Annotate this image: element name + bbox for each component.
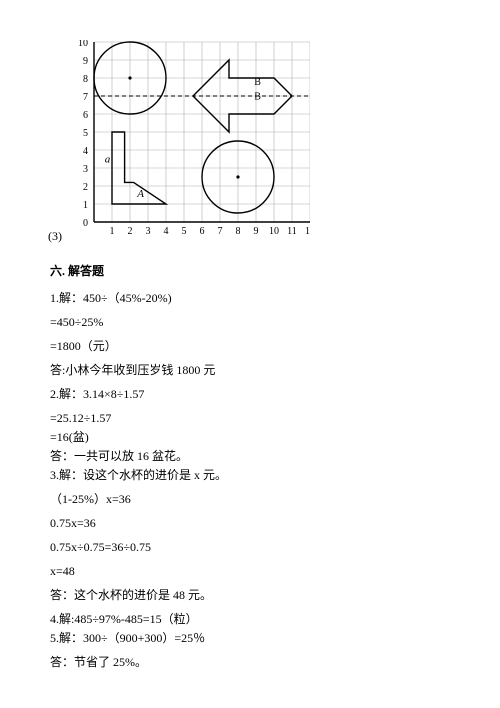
svg-text:6: 6 bbox=[83, 110, 88, 121]
svg-text:3: 3 bbox=[83, 164, 88, 175]
svg-text:1: 1 bbox=[83, 200, 88, 211]
svg-text:10: 10 bbox=[78, 40, 88, 49]
solution-line: 2.解：3.14×8÷1.57 bbox=[50, 385, 450, 403]
svg-text:5: 5 bbox=[83, 128, 88, 139]
solution-line: （1-25%）x=36 bbox=[50, 490, 450, 508]
tight-group: 4.解:485÷97%-485=15（粒） 5.解：300÷（900+300）=… bbox=[50, 610, 450, 647]
solution-line: 0.75x÷0.75=36÷0.75 bbox=[50, 538, 450, 556]
svg-text:1: 1 bbox=[110, 226, 115, 237]
svg-text:2: 2 bbox=[83, 182, 88, 193]
svg-text:9: 9 bbox=[254, 226, 259, 237]
svg-text:8: 8 bbox=[236, 226, 241, 237]
tight-group: =25.12÷1.57 =16(盆) 答：一共可以放 16 盆花。 3.解：设这… bbox=[50, 409, 450, 484]
svg-text:6: 6 bbox=[200, 226, 205, 237]
solution-line: 3.解：设这个水杯的进价是 x 元。 bbox=[50, 466, 450, 484]
grid-figure: 123456789101112012345678910AaBB bbox=[70, 40, 310, 240]
solution-line: =16(盆) bbox=[50, 428, 450, 446]
svg-text:A: A bbox=[136, 188, 144, 200]
solution-line: =450÷25% bbox=[50, 313, 450, 331]
solution-line: 答：一共可以放 16 盆花。 bbox=[50, 447, 450, 465]
solution-line: 4.解:485÷97%-485=15（粒） bbox=[50, 610, 450, 628]
svg-text:7: 7 bbox=[83, 92, 88, 103]
solution-line: 0.75x=36 bbox=[50, 514, 450, 532]
svg-text:10: 10 bbox=[269, 226, 279, 237]
solution-line: 答：这个水杯的进价是 48 元。 bbox=[50, 586, 450, 604]
svg-text:7: 7 bbox=[218, 226, 223, 237]
svg-text:B: B bbox=[254, 92, 261, 103]
svg-text:a: a bbox=[105, 154, 111, 166]
solution-line: 5.解：300÷（900+300）=25％ bbox=[50, 629, 450, 647]
solution-line: x=48 bbox=[50, 562, 450, 580]
svg-text:12: 12 bbox=[305, 226, 310, 237]
solution-line: =1800（元） bbox=[50, 337, 450, 355]
svg-text:0: 0 bbox=[83, 218, 88, 229]
solution-line: 答:小林今年收到压岁钱 1800 元 bbox=[50, 361, 450, 379]
solution-line: 答：节省了 25%。 bbox=[50, 653, 450, 671]
svg-text:9: 9 bbox=[83, 56, 88, 67]
solution-line: 1.解：450÷（45%-20%) bbox=[50, 289, 450, 307]
section-title: 六. 解答题 bbox=[50, 262, 450, 279]
figure-label: (3) bbox=[48, 229, 62, 244]
page: (3) 123456789101112012345678910AaBB 六. 解… bbox=[0, 0, 500, 697]
figure-wrap: (3) 123456789101112012345678910AaBB bbox=[70, 40, 450, 244]
svg-text:11: 11 bbox=[287, 226, 297, 237]
svg-text:4: 4 bbox=[164, 226, 169, 237]
svg-text:3: 3 bbox=[146, 226, 151, 237]
svg-text:2: 2 bbox=[128, 226, 133, 237]
svg-text:5: 5 bbox=[182, 226, 187, 237]
svg-text:4: 4 bbox=[83, 146, 88, 157]
svg-text:B: B bbox=[254, 77, 261, 88]
solution-line: =25.12÷1.57 bbox=[50, 409, 450, 427]
svg-text:8: 8 bbox=[83, 74, 88, 85]
